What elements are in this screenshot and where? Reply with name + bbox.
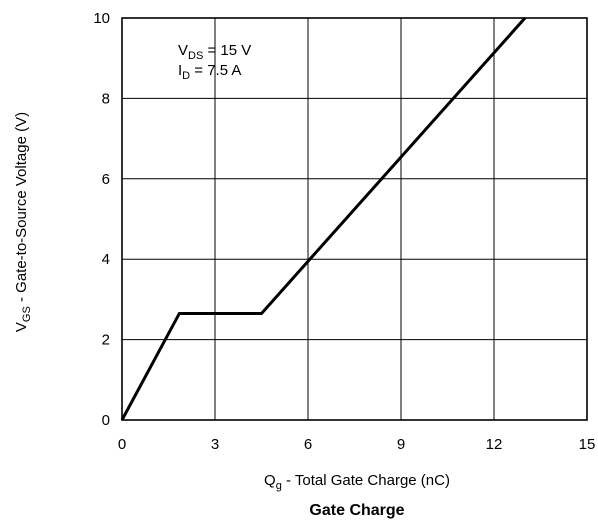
y-tick-label-2: 4 (102, 251, 110, 268)
plot-area-frame (121, 17, 588, 421)
conditions-annotation: VDS = 15 V ID = 7.5 A (178, 42, 251, 82)
y-axis-title: VGS - Gate-to-Source Voltage (V) (13, 112, 33, 332)
y-tick-label-1: 2 (102, 332, 110, 349)
y-tick-label-4: 8 (102, 90, 110, 107)
series-layer (120, 17, 527, 421)
chart-title: Gate Charge (309, 502, 404, 519)
x-axis-title: Qg - Total Gate Charge (nC) (264, 472, 450, 492)
y-tick-label-0: 0 (102, 412, 110, 429)
y-tick-label-5: 10 (93, 10, 110, 27)
annotation-vds: VDS = 15 V (178, 42, 251, 62)
x-tick-labels: 0 3 6 9 12 15 (118, 436, 596, 453)
series-line-0 (120, 17, 527, 421)
x-tick-label-4: 12 (486, 436, 503, 453)
x-tick-label-5: 15 (579, 436, 596, 453)
x-tick-label-1: 3 (211, 436, 219, 453)
annotation-id: ID = 7.5 A (178, 62, 241, 82)
x-tick-label-3: 9 (397, 436, 405, 453)
y-tick-label-3: 6 (102, 171, 110, 188)
x-tick-label-0: 0 (118, 436, 126, 453)
x-tick-label-2: 6 (304, 436, 312, 453)
y-tick-labels: 0 2 4 6 8 10 (93, 10, 110, 429)
